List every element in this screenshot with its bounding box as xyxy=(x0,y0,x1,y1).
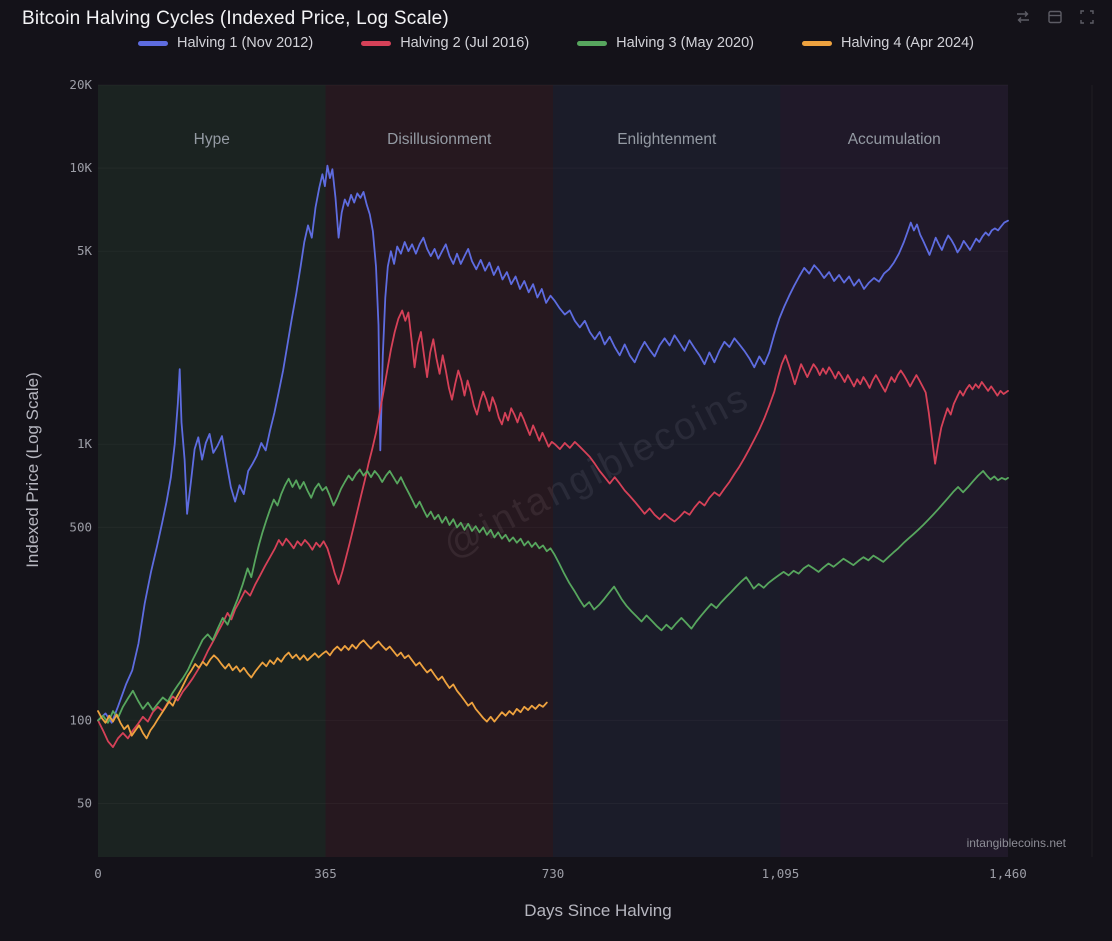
compare-arrows-icon[interactable] xyxy=(1014,8,1032,26)
y-tick-label: 500 xyxy=(69,519,92,534)
y-tick-label: 50 xyxy=(77,795,92,810)
x-axis-title: Days Since Halving xyxy=(524,901,672,920)
y-tick-label: 10K xyxy=(69,160,92,175)
legend-swatch xyxy=(137,40,168,46)
legend-label: Halving 4 (Apr 2024) xyxy=(841,35,974,51)
y-tick-label: 100 xyxy=(69,712,92,727)
legend-item-halving-1[interactable]: Halving 1 (Nov 2012) xyxy=(137,35,314,51)
legend-label: Halving 1 (Nov 2012) xyxy=(176,35,314,51)
series-line-halving-4-apr-2024 xyxy=(97,639,548,740)
legend-label: Halving 2 (Jul 2016) xyxy=(400,35,530,51)
x-tick-label: 365 xyxy=(314,866,337,881)
phase-label-enlightenment: Enlightenment xyxy=(617,131,717,148)
x-tick-label: 1,095 xyxy=(762,866,800,881)
legend: Halving 1 (Nov 2012) Halving 2 (Jul 2016)… xyxy=(0,35,1112,51)
y-tick-label: 20K xyxy=(69,77,92,92)
phase-label-hype: Hype xyxy=(194,131,230,148)
phase-band-hype xyxy=(98,85,326,857)
chart-title: Bitcoin Halving Cycles (Indexed Price, L… xyxy=(22,8,449,29)
phase-band-disillusionment xyxy=(325,85,553,857)
series-line-halving-1-nov-2012 xyxy=(97,164,1009,724)
layout-icon[interactable] xyxy=(1046,8,1064,26)
y-tick-label: 5K xyxy=(77,243,93,258)
phase-label-accumulation: Accumulation xyxy=(848,131,941,148)
legend-item-halving-2[interactable]: Halving 2 (Jul 2016) xyxy=(361,35,529,51)
x-tick-label: 0 xyxy=(94,866,102,881)
phase-band-enlightenment xyxy=(553,85,781,857)
phase-label-disillusionment: Disillusionment xyxy=(387,131,492,148)
x-tick-label: 1,460 xyxy=(989,866,1027,881)
fullscreen-icon[interactable] xyxy=(1078,8,1096,26)
phase-band-accumulation xyxy=(780,85,1008,857)
legend-swatch xyxy=(577,40,608,46)
series-line-halving-3-may-2020 xyxy=(97,468,1009,724)
source-link[interactable]: intangiblecoins.net xyxy=(966,836,1066,850)
legend-item-halving-4[interactable]: Halving 4 (Apr 2024) xyxy=(802,35,974,51)
y-tick-label: 1K xyxy=(77,436,93,451)
legend-swatch xyxy=(802,40,832,46)
x-tick-label: 730 xyxy=(542,866,565,881)
legend-label: Halving 3 (May 2020) xyxy=(616,35,754,51)
toolbar xyxy=(1014,8,1096,26)
series-line-halving-2-jul-2016 xyxy=(97,309,1009,748)
legend-swatch xyxy=(361,40,392,46)
legend-item-halving-3[interactable]: Halving 3 (May 2020) xyxy=(577,35,754,51)
